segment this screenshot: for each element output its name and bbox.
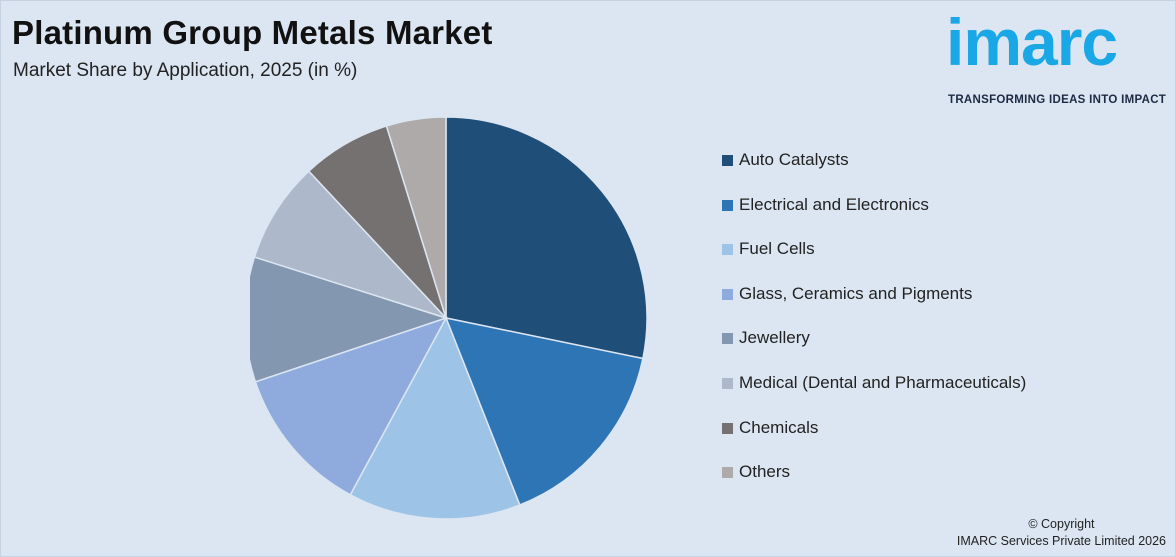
legend-item-chemicals: Chemicals: [722, 418, 1026, 463]
legend-swatch: [722, 467, 733, 479]
chart-subtitle: Market Share by Application, 2025 (in %): [13, 60, 358, 81]
legend-swatch: [722, 155, 733, 166]
legend-label: Jewellery: [739, 328, 810, 348]
legend-label: Chemicals: [739, 417, 819, 437]
pie-slice-medical-dental-and-pharmaceuticals: [253, 170, 449, 320]
legend-swatch: [722, 244, 733, 256]
pie-slice-others: [385, 116, 447, 319]
chart-title: Platinum Group Metals Market: [12, 14, 493, 51]
pie-slice-auto-catalysts: [445, 116, 648, 360]
logo-tagline: TRANSFORMING IDEAS INTO IMPACT: [948, 94, 1167, 106]
legend-swatch: [722, 288, 733, 300]
legend-swatch: [722, 377, 733, 389]
legend-label: Glass, Ceramics and Pigments: [739, 283, 973, 303]
pie-slice-fuel-cells: [349, 316, 521, 520]
legend-item-medical-dental-and-pharmaceuticals: Medical (Dental and Pharmaceuticals): [722, 373, 1026, 418]
legend-swatch: [722, 333, 733, 345]
copyright-line-2: IMARC Services Private Limited 2026: [956, 534, 1166, 548]
legend-label: Medical (Dental and Pharmaceuticals): [739, 372, 1027, 392]
copyright-notice: © Copyright IMARC Services Private Limit…: [957, 516, 1166, 550]
logo-wordmark: imarc: [946, 5, 1118, 79]
chart-legend: Auto Catalysts Electrical and Electronics…: [722, 150, 1026, 507]
pie-slice-electrical-and-electronics: [444, 316, 644, 506]
legend-item-fuel-cells: Fuel Cells: [722, 239, 1026, 284]
legend-item-electrical-and-electronics: Electrical and Electronics: [722, 195, 1026, 240]
legend-label: Electrical and Electronics: [739, 194, 929, 214]
legend-item-jewellery: Jewellery: [722, 328, 1026, 373]
pie-slice-glass-ceramics-and-pigments: [254, 316, 448, 496]
pie-chart: [250, 116, 648, 520]
legend-item-others: Others: [722, 462, 1026, 507]
copyright-line-1: © Copyright: [1028, 517, 1095, 531]
pie-slice-jewellery: [250, 256, 449, 383]
imarc-logo: imarc TRANSFORMING IDEAS INTO IMPACT: [942, 5, 1172, 110]
legend-label: Fuel Cells: [739, 239, 815, 259]
legend-label: Others: [739, 462, 791, 482]
legend-swatch: [722, 422, 733, 434]
legend-item-glass-ceramics-and-pigments: Glass, Ceramics and Pigments: [722, 284, 1026, 329]
legend-label: Auto Catalysts: [739, 150, 849, 169]
legend-item-auto-catalysts: Auto Catalysts: [722, 150, 1026, 195]
legend-swatch: [722, 199, 733, 211]
